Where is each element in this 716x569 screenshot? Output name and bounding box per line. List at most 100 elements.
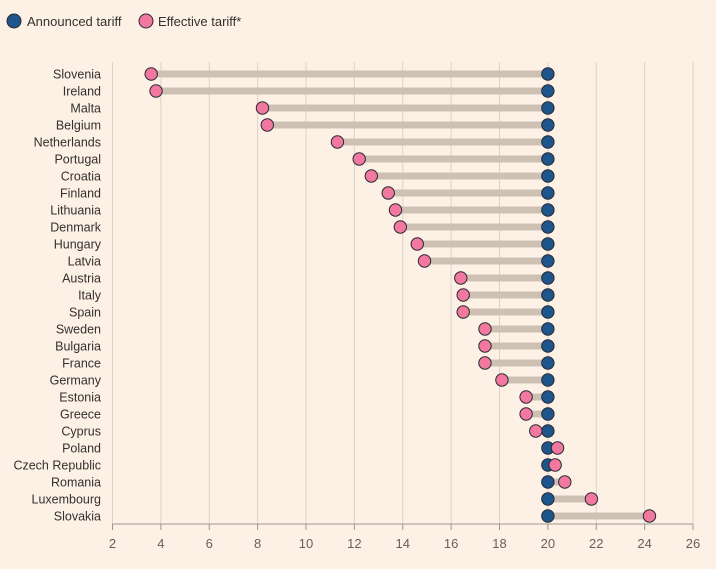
effective-dot-2 xyxy=(255,101,270,115)
category-label-18: Germany xyxy=(50,374,102,388)
effective-dot-12 xyxy=(454,271,468,285)
category-label-13: Italy xyxy=(78,289,102,303)
tick-label-20: 20 xyxy=(541,536,555,551)
dots xyxy=(144,67,657,523)
category-label-3: Belgium xyxy=(56,119,101,133)
category-label-20: Greece xyxy=(60,408,101,422)
announced-dot-11 xyxy=(541,254,555,268)
category-label-17: France xyxy=(62,357,101,371)
announced-dot-0 xyxy=(541,67,555,81)
category-label-12: Austria xyxy=(62,272,101,286)
effective-dot-26 xyxy=(642,509,657,523)
announced-dot-10 xyxy=(541,237,555,251)
announced-dot-9 xyxy=(541,220,555,234)
announced-dot-4 xyxy=(541,135,555,149)
effective-dot-5 xyxy=(352,152,366,166)
effective-dot-1 xyxy=(149,84,163,98)
legend-effective-label: Effective tariff* xyxy=(158,14,241,29)
effective-dot-15 xyxy=(478,322,492,336)
category-label-19: Estonia xyxy=(59,391,101,405)
announced-dot-20 xyxy=(541,407,555,421)
legend-announced-marker xyxy=(6,13,22,29)
tick-label-18: 18 xyxy=(492,536,506,551)
category-label-5: Portugal xyxy=(54,153,101,167)
category-labels: Slovenia Ireland Malta Belgium Netherlands Po… xyxy=(13,68,101,524)
category-label-21: Cyprus xyxy=(61,425,101,439)
announced-dot-15 xyxy=(541,322,555,336)
category-label-1: Ireland xyxy=(63,85,101,99)
category-label-14: Spain xyxy=(69,306,101,320)
effective-dot-23 xyxy=(548,458,562,472)
announced-dot-5 xyxy=(541,152,555,166)
announced-dot-12 xyxy=(541,271,555,285)
announced-dot-8 xyxy=(541,203,555,217)
grid xyxy=(112,62,694,524)
effective-dot-17 xyxy=(478,356,492,370)
tick-label-10: 10 xyxy=(299,536,313,551)
tick-label-8: 8 xyxy=(254,536,261,551)
effective-dot-11 xyxy=(417,254,432,268)
effective-dot-24 xyxy=(558,475,572,489)
announced-dot-26 xyxy=(541,509,555,523)
effective-dot-21 xyxy=(529,424,543,438)
category-label-6: Croatia xyxy=(61,170,101,184)
category-label-9: Denmark xyxy=(50,221,101,235)
announced-dot-25 xyxy=(541,492,555,506)
legend-announced-label: Announced tariff xyxy=(27,14,122,29)
announced-dot-7 xyxy=(541,186,555,200)
legend: Announced tariff Effective tariff* xyxy=(6,13,241,29)
effective-dot-7 xyxy=(381,186,395,200)
effective-dot-8 xyxy=(388,203,403,217)
legend-effective-marker xyxy=(138,13,154,29)
category-label-11: Latvia xyxy=(68,255,101,269)
tick-label-14: 14 xyxy=(396,536,410,551)
category-label-23: Czech Republic xyxy=(13,459,101,473)
announced-dot-1 xyxy=(541,84,555,98)
tick-label-16: 16 xyxy=(444,536,458,551)
announced-dot-13 xyxy=(541,288,555,302)
announced-dot-19 xyxy=(541,390,555,404)
effective-dot-0 xyxy=(144,67,158,81)
effective-dot-22 xyxy=(550,441,565,455)
effective-dot-9 xyxy=(393,220,408,234)
category-label-24: Romania xyxy=(51,476,101,490)
effective-dot-18 xyxy=(495,373,509,387)
category-label-7: Finland xyxy=(60,187,101,201)
category-label-4: Netherlands xyxy=(34,136,101,150)
effective-dot-20 xyxy=(519,407,533,421)
category-label-10: Hungary xyxy=(54,238,102,252)
announced-dot-2 xyxy=(541,101,555,115)
announced-dot-16 xyxy=(541,339,555,353)
announced-dot-18 xyxy=(541,373,555,387)
announced-dot-21 xyxy=(541,424,555,438)
effective-dot-6 xyxy=(364,169,379,183)
effective-dot-19 xyxy=(519,390,533,404)
effective-dot-10 xyxy=(410,237,424,251)
category-label-0: Slovenia xyxy=(53,68,101,82)
connectors xyxy=(151,70,650,520)
tick-label-24: 24 xyxy=(637,536,651,551)
effective-dot-3 xyxy=(260,118,274,132)
category-label-26: Slovakia xyxy=(54,510,101,524)
announced-dot-3 xyxy=(541,118,555,132)
category-label-15: Sweden xyxy=(56,323,101,337)
tick-label-6: 6 xyxy=(206,536,213,551)
category-label-16: Bulgaria xyxy=(55,340,101,354)
announced-dot-6 xyxy=(541,169,555,183)
announced-dot-14 xyxy=(541,305,555,319)
tick-label-26: 26 xyxy=(686,536,700,551)
x-axis: 2 4 6 8 10 12 14 16 18 20 22 24 26 xyxy=(109,523,700,551)
category-label-22: Poland xyxy=(62,442,101,456)
tick-label-12: 12 xyxy=(347,536,361,551)
category-label-8: Lithuania xyxy=(50,204,101,218)
effective-dot-13 xyxy=(456,288,470,302)
tick-label-4: 4 xyxy=(157,536,164,551)
effective-dot-25 xyxy=(584,492,599,506)
tick-label-22: 22 xyxy=(589,536,603,551)
effective-dot-16 xyxy=(478,339,492,353)
effective-dot-4 xyxy=(330,135,345,149)
category-label-2: Malta xyxy=(70,102,101,116)
announced-dot-24 xyxy=(541,475,555,489)
effective-dot-14 xyxy=(456,305,470,319)
